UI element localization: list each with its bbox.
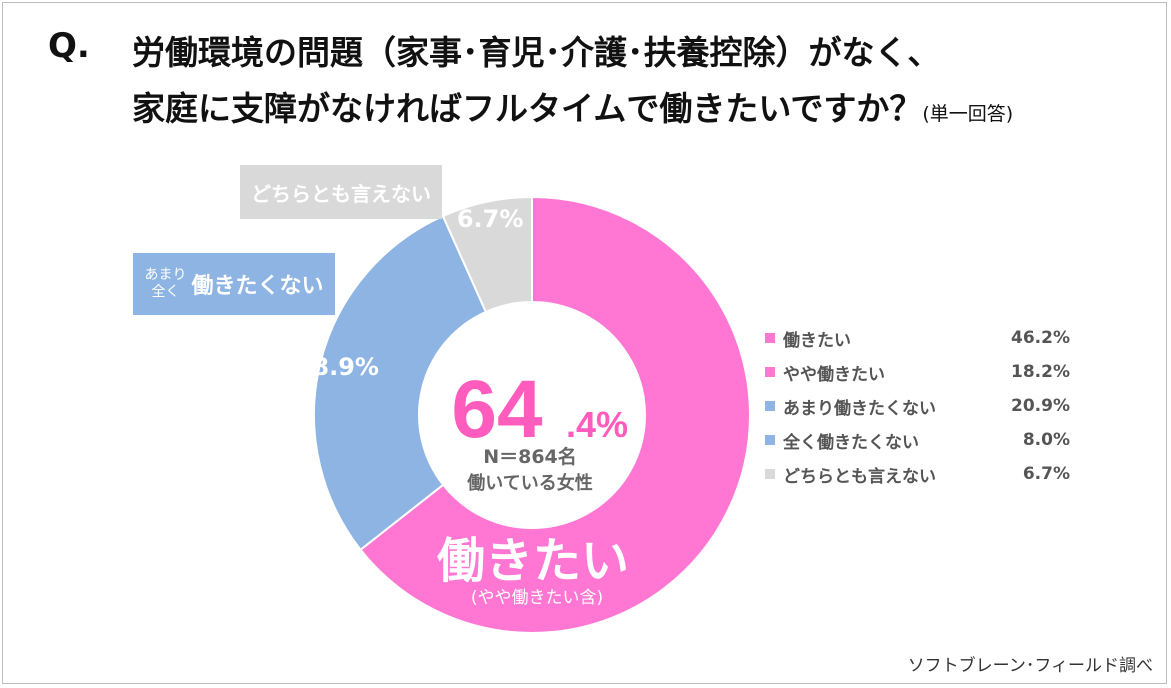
answer-type-note: (単一回答) (922, 103, 1014, 125)
notwant-qualifier-not-at-all: 全く (151, 284, 180, 300)
source-credit: ソフトブレーン･フィールド調べ (907, 656, 1153, 676)
legend-item: 全く働きたくない 8.0% (765, 423, 1070, 457)
legend-swatch (765, 367, 775, 377)
legend-swatch (765, 401, 775, 411)
donut-slice-2 (441, 195, 533, 314)
notwant-callout-main: 働きたくない (191, 274, 324, 299)
legend-label: やや働きたい (783, 364, 885, 385)
chart-title-line2-text: 家庭に支障がなければフルタイムで働きたいですか？ (132, 89, 923, 128)
legend-value: 18.2% (1011, 362, 1070, 382)
legend-label: 全く働きたくない (783, 432, 919, 453)
legend-swatch (765, 469, 775, 479)
legend-value: 8.0% (1022, 430, 1070, 450)
legend: 働きたい 46.2% やや働きたい 18.2% あまり働きたくない 20.9% 全く働きたく… (765, 321, 1070, 491)
legend-label: あまり働きたくない (783, 398, 936, 419)
question-label: Q. (48, 26, 90, 66)
legend-item: 働きたい 46.2% (765, 321, 1070, 355)
chart-title-line1: 労働環境の問題（家事･育児･介護･扶養控除）がなく、 (132, 33, 941, 72)
donut-slices (313, 195, 751, 634)
legend-label: どちらとも言えない (783, 466, 936, 487)
chart-title-line2: 家庭に支障がなければフルタイムで働きたいですか？(単一回答) (132, 82, 1013, 130)
center-decimal: .4% (566, 404, 628, 445)
legend-value: 20.9% (1011, 396, 1070, 416)
want-callout-main: 働きたい (437, 533, 629, 589)
legend-value: 46.2% (1011, 328, 1070, 348)
pct-neutral-label: 6.7% (457, 205, 524, 233)
legend-swatch (765, 435, 775, 445)
center-big-number: 64 (451, 364, 543, 455)
legend-value: 6.7% (1022, 464, 1070, 484)
legend-item: やや働きたい 18.2% (765, 355, 1070, 389)
notwant-callout-qualifiers: あまり 全く (144, 267, 186, 301)
pct-notwant-label: 28.9% (296, 353, 379, 381)
donut-slice-0 (359, 195, 751, 634)
sample-size: N＝864名 (483, 445, 577, 468)
legend-swatch (765, 333, 775, 343)
want-callout-sub: (やや働きたい含) (471, 588, 603, 608)
neutral-callout-box: どちらとも言えない (240, 165, 442, 219)
legend-label: 働きたい (783, 330, 851, 351)
notwant-qualifier-somewhat: あまり (144, 267, 187, 283)
respondent-group: 働いている女性 (466, 472, 592, 494)
neutral-callout-text: どちらとも言えない (251, 181, 431, 206)
legend-item: あまり働きたくない 20.9% (765, 389, 1070, 423)
notwant-callout-box: あまり 全く 働きたくない (133, 253, 335, 315)
donut-slice-1 (313, 214, 488, 552)
legend-item: どちらとも言えない 6.7% (765, 457, 1070, 491)
